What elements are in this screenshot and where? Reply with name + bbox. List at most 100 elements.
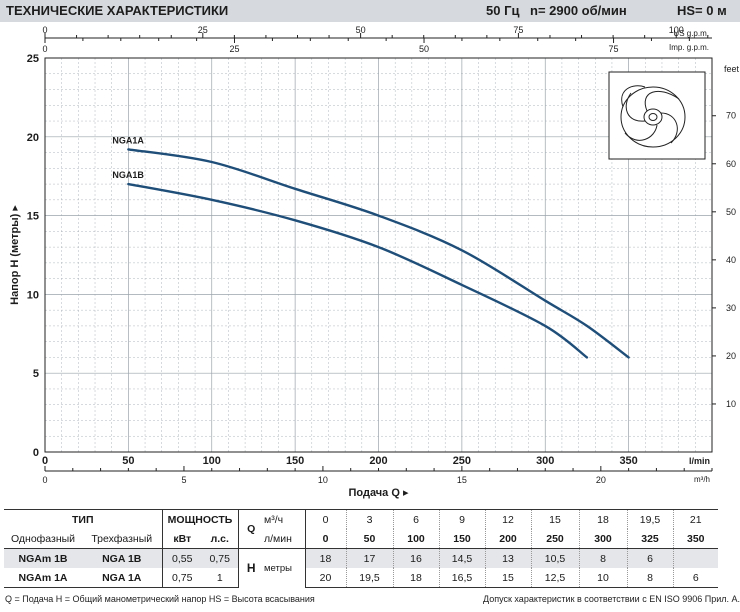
y-axis-feet: 10 20 30 40 50 60 70 feet — [712, 64, 740, 409]
table-row: NGAm 1B NGA 1B 0,55 0,75 H метры 18 17 1… — [4, 548, 718, 588]
plot-frame — [44, 57, 713, 453]
type-header: ТИП — [4, 509, 162, 529]
us-gpm-tick-label: 0 — [42, 25, 47, 35]
imp-gpm-tick-label: 50 — [419, 44, 429, 54]
y-tick-label: 5 — [33, 368, 39, 380]
model-three-phase: NGA 1A — [82, 568, 162, 588]
q-lmin-cell: 350 — [672, 529, 718, 549]
y-tick-label: 20 — [27, 132, 39, 144]
head-cell: 6 — [626, 548, 673, 568]
feet-tick-label: 30 — [726, 303, 736, 313]
y-tick-label: 0 — [33, 447, 39, 459]
head-cell: 18 — [392, 568, 439, 588]
imp-gpm-tick-label: 75 — [609, 44, 619, 54]
head-cell: 18 — [304, 548, 346, 568]
x-tick-label: 150 — [286, 455, 304, 467]
feet-tick-label: 60 — [726, 159, 736, 169]
head-cell: 6 — [672, 568, 718, 588]
impeller-illustration — [608, 71, 706, 160]
imp-gpm-unit: Imp. g.p.m. — [669, 43, 709, 52]
model-single-phase: NGAm 1A — [4, 568, 82, 588]
q-unit-lmin: л/мин — [264, 532, 292, 545]
power-hp: 0,75 — [202, 548, 238, 568]
power-kw: 0,55 — [161, 548, 202, 568]
q-lmin-cell: 0 — [304, 529, 346, 549]
head-cell: 10,5 — [530, 548, 579, 568]
header-title: ТЕХНИЧЕСКИЕ ХАРАКТЕРИСТИКИ — [6, 3, 229, 18]
series-label: NGA1A — [112, 135, 144, 145]
head-cell: 15 — [484, 568, 531, 588]
feet-tick-label: 50 — [726, 207, 736, 217]
m3h-tick-label: 0 — [42, 475, 47, 485]
header-frequency: 50 Гц — [486, 3, 520, 18]
head-cell — [672, 548, 718, 568]
hp-header: л.с. — [210, 532, 229, 545]
x-tick-label: 250 — [453, 455, 471, 467]
x-tick-label: 0 — [42, 455, 48, 467]
head-cell: 13 — [484, 548, 531, 568]
footer-legend: Q = Подача H = Общий манометрический нап… — [5, 594, 315, 604]
q-symbol: Q — [237, 509, 264, 549]
us-gpm-tick-label: 50 — [356, 25, 366, 35]
q-m3h-cell: 21 — [672, 509, 718, 529]
head-cell: 20 — [304, 568, 346, 588]
head-cell: 12,5 — [530, 568, 579, 588]
q-unit-m3h: м³/ч — [264, 509, 305, 529]
x-tick-label: 300 — [536, 455, 554, 467]
head-cell: 8 — [578, 548, 627, 568]
head-cell: 10 — [578, 568, 627, 588]
header-speed: n= 2900 об/мин — [530, 3, 627, 18]
q-lmin-cell: 250 — [530, 529, 579, 549]
head-cell: 8 — [626, 568, 673, 588]
head-cell: 16,5 — [438, 568, 485, 588]
q-lmin-cell: 325 — [626, 529, 673, 549]
curve-nga1b — [127, 182, 589, 359]
chart-grid — [45, 58, 712, 452]
model-single-phase: NGAm 1B — [4, 548, 82, 568]
q-m3h-cell: 15 — [530, 509, 579, 529]
imp-gpm-tick-label: 25 — [230, 44, 240, 54]
q-lmin-cell: 300 — [578, 529, 627, 549]
us-gpm-unit: US g.p.m. — [673, 29, 709, 38]
head-cell: 19,5 — [345, 568, 393, 588]
q-m3h-cell: 0 — [304, 509, 346, 529]
kw-header: кВт — [161, 529, 202, 549]
x-tick-label: 200 — [369, 455, 387, 467]
q-m3h-cell: 3 — [345, 509, 393, 529]
power-header: МОЩНОСТЬ — [161, 509, 238, 529]
us-gpm-tick-label: 75 — [513, 25, 523, 35]
imp-gpm-tick-label: 0 — [42, 44, 47, 54]
footer-standard: Допуск характеристик в соответствии с EN… — [483, 594, 740, 604]
performance-table: ТИП МОЩНОСТЬ Q м³/ч 0 3 6 9 12 15 18 19,… — [4, 509, 718, 588]
single-phase-header: Однофазный — [10, 532, 76, 545]
bottom-axes: 0 50 100 150 200 250 300 350 l/min 0 5 10 15 20 m³/h По… — [42, 455, 713, 499]
m3h-unit: m³/h — [694, 475, 710, 484]
x-tick-label: 350 — [619, 455, 637, 467]
y-axis-label: Напор H (метры) ▸ — [9, 205, 21, 305]
m3h-tick-label: 20 — [596, 475, 606, 485]
y-tick-label: 15 — [27, 211, 39, 223]
model-three-phase: NGA 1B — [82, 548, 162, 568]
y-axis-meters: 0 5 10 15 20 25 Напор H (метры) ▸ — [9, 53, 39, 459]
q-lmin-cell: 100 — [392, 529, 439, 549]
feet-tick-label: 20 — [726, 351, 736, 361]
table-row: NGAm 1A NGA 1A 0,75 1 20 19,5 18 16,5 15… — [4, 568, 718, 588]
x-unit-label: l/min — [689, 456, 710, 466]
head-cell: 16 — [392, 548, 439, 568]
q-lmin-cell: 150 — [438, 529, 485, 549]
curves: NGA1A NGA1B — [112, 135, 630, 359]
us-gpm-tick-label: 25 — [198, 25, 208, 35]
h-unit: метры — [264, 548, 305, 588]
q-m3h-cell: 18 — [578, 509, 627, 529]
h-symbol: H — [237, 548, 264, 588]
q-m3h-cell: 19,5 — [626, 509, 673, 529]
feet-tick-label: 10 — [726, 399, 736, 409]
curve-nga1a — [127, 148, 630, 359]
x-tick-label: 50 — [122, 455, 134, 467]
three-phase-header: Трехфазный — [91, 532, 153, 545]
us-gpm-tick-label: 100 — [669, 25, 684, 35]
m3h-tick-label: 5 — [181, 475, 186, 485]
header-suction-height: HS= 0 м — [677, 3, 727, 18]
